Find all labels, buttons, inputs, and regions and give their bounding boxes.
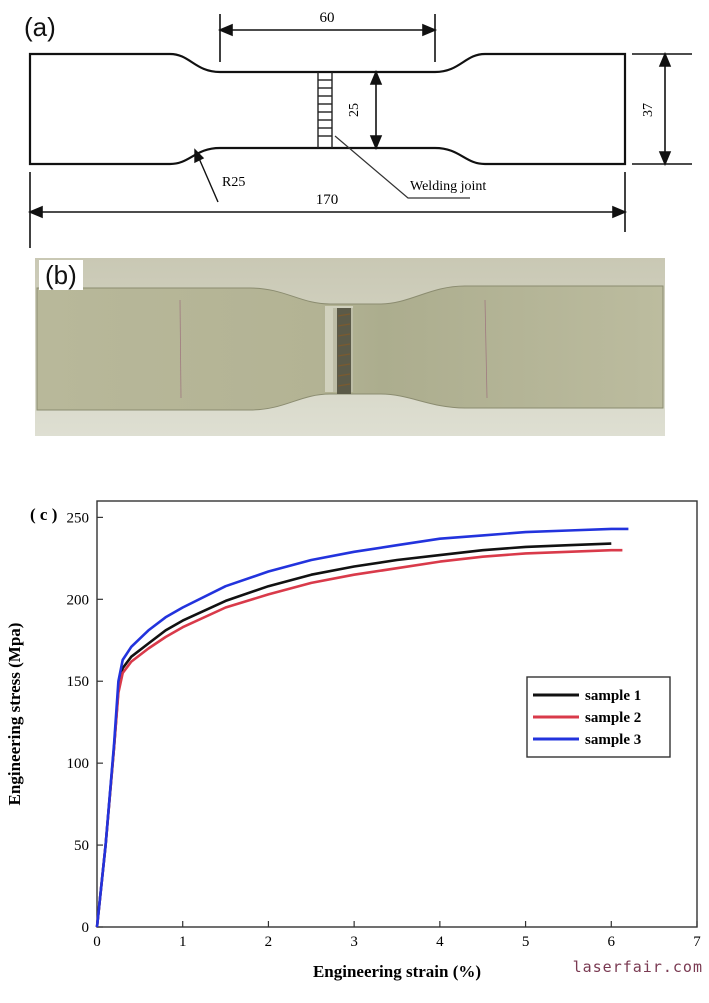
- series-line-3: [95, 527, 629, 928]
- legend-label-1: sample 1: [585, 688, 641, 704]
- x-tick-label: 3: [350, 934, 358, 950]
- x-tick-label: 7: [693, 934, 701, 950]
- x-axis-ticks: 0 1 2 3 4 5 6 7: [93, 921, 701, 950]
- specimen-outline: [28, 52, 627, 166]
- weld-joint-marker: [317, 72, 333, 148]
- panel-b-label: (b): [39, 260, 83, 290]
- radius-label: R25: [222, 175, 245, 190]
- dimension-60-label: 60: [320, 10, 335, 26]
- dimension-60: [217, 14, 438, 62]
- x-tick-label: 0: [93, 934, 101, 950]
- x-tick-label: 1: [179, 934, 187, 950]
- y-tick-label: 150: [67, 674, 90, 690]
- legend-label-2: sample 2: [585, 710, 641, 726]
- x-tick-label: 5: [522, 934, 530, 950]
- plot-frame: [96, 500, 698, 928]
- stress-strain-chart: ( c ) 0 1 2 3 4 5 6 7 0 50 100 150 200 250 Engineeri…: [5, 500, 701, 981]
- dimension-170-label: 170: [316, 192, 339, 208]
- specimen-photo-panel: (b): [35, 258, 665, 436]
- radius-callout: [194, 148, 219, 203]
- dimension-37-label: 37: [641, 103, 656, 117]
- x-tick-label: 4: [436, 934, 444, 950]
- panel-c-label: ( c ): [30, 505, 57, 524]
- specimen-photo: [35, 258, 665, 436]
- y-tick-label: 200: [67, 592, 90, 608]
- weld-fracture-seam: [337, 308, 351, 394]
- x-axis-label: Engineering strain (%): [313, 962, 481, 981]
- watermark-text: laserfair.com: [572, 958, 703, 976]
- weld-callout-label: Welding joint: [410, 179, 486, 194]
- weld-callout-leader: [334, 135, 470, 199]
- series-lines: [95, 527, 629, 928]
- gauge-mark-right: [484, 299, 488, 399]
- x-tick-label: 2: [265, 934, 273, 950]
- y-axis-ticks: 0 50 100 150 200 250: [67, 510, 103, 936]
- dimension-25-label: 25: [347, 103, 362, 117]
- weld-ripples: [337, 313, 351, 387]
- gauge-mark-left: [179, 299, 182, 399]
- legend: sample 1 sample 2 sample 3: [526, 676, 671, 758]
- y-tick-label: 50: [74, 838, 89, 854]
- specimen-schematic: 60 25 37 170 R25: [27, 10, 692, 248]
- panel-a-label: (a): [24, 12, 56, 42]
- y-tick-label: 100: [67, 756, 90, 772]
- y-axis-label: Engineering stress (Mpa): [5, 623, 24, 806]
- x-tick-label: 6: [608, 934, 616, 950]
- dimension-25: [369, 69, 383, 151]
- dimension-37: [632, 51, 692, 167]
- y-tick-label: 0: [82, 920, 90, 936]
- specimen-drawing-panel: (a) 60 25: [0, 0, 709, 250]
- legend-label-3: sample 3: [585, 732, 641, 748]
- dimension-170: [27, 172, 628, 248]
- y-tick-label: 250: [67, 510, 90, 526]
- stress-strain-chart-panel: ( c ) 0 1 2 3 4 5 6 7 0 50 100 150 200 250 Engineeri…: [0, 480, 709, 998]
